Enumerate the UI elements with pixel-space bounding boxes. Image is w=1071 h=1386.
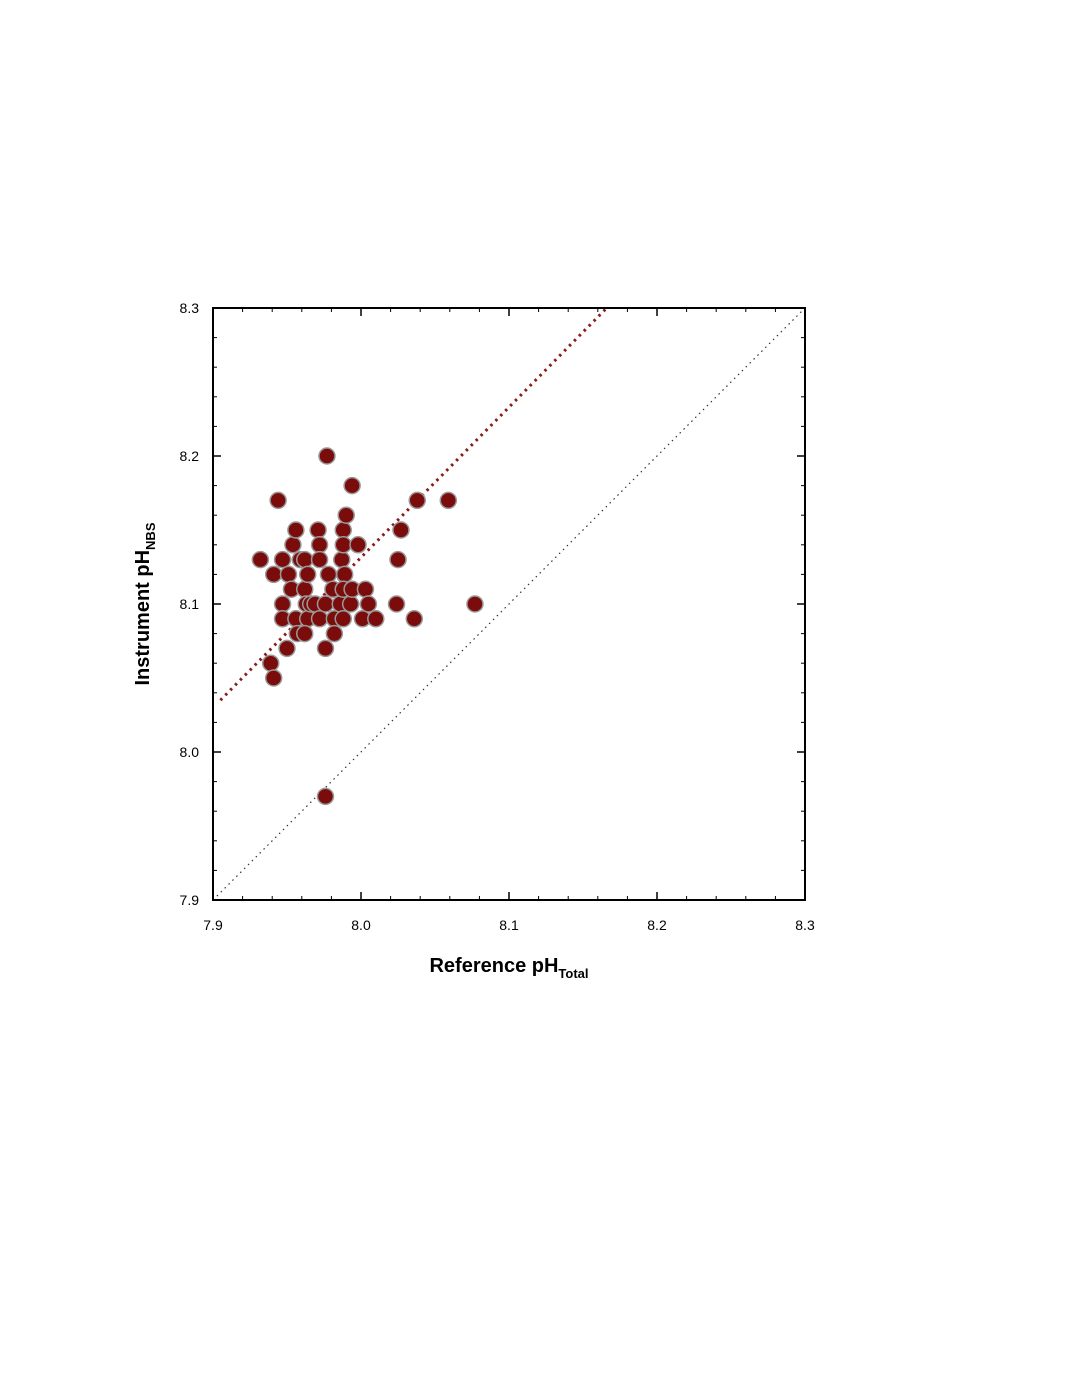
data-point — [316, 787, 335, 806]
data-point — [333, 550, 351, 569]
data-point — [296, 550, 314, 569]
data-point — [287, 521, 305, 539]
data-point — [392, 521, 410, 539]
data-point — [264, 565, 283, 584]
data-point — [334, 521, 352, 539]
data-point — [439, 491, 458, 510]
data-point — [309, 521, 327, 539]
data-point — [284, 536, 302, 554]
data-point — [273, 550, 292, 569]
y-axis-label: Instrument pHNBS — [132, 522, 158, 685]
data-point — [264, 669, 283, 687]
data-point — [310, 550, 329, 569]
x-tick-label: 8.1 — [499, 917, 519, 933]
data-point — [279, 565, 298, 584]
data-point — [367, 610, 385, 628]
x-tick-label: 8.3 — [795, 917, 815, 933]
data-point — [389, 550, 407, 569]
y-label-main: Instrument pH — [132, 550, 154, 686]
plot-frame — [212, 307, 806, 901]
y-label-sub: NBS — [143, 522, 158, 550]
y-tick-label: 8.3 — [180, 300, 200, 316]
y-tick-label: 8.1 — [180, 596, 200, 612]
data-point — [349, 536, 367, 554]
data-point — [261, 654, 280, 672]
data-point — [334, 610, 352, 628]
data-point — [405, 610, 424, 628]
data-point — [251, 550, 270, 569]
data-point — [319, 565, 338, 584]
y-tick-label: 7.9 — [180, 892, 200, 908]
data-point — [335, 565, 354, 584]
data-point — [278, 639, 296, 658]
data-point — [273, 595, 292, 613]
data-point — [316, 595, 335, 613]
data-point — [310, 610, 329, 628]
data-point — [269, 491, 287, 510]
data-point — [359, 595, 378, 613]
data-point — [387, 595, 406, 613]
data-point — [296, 580, 314, 598]
data-point — [318, 447, 336, 465]
data-point — [325, 624, 344, 643]
data-point — [356, 580, 375, 598]
data-point — [408, 491, 426, 510]
x-axis-label: Reference pHTotal — [429, 955, 588, 981]
data-point — [316, 639, 335, 658]
data-point — [337, 506, 355, 524]
y-tick-label: 8.2 — [180, 448, 200, 464]
data-point — [343, 476, 361, 495]
data-point — [296, 624, 314, 643]
x-label-sub: Total — [558, 966, 588, 981]
data-point — [466, 595, 484, 613]
data-point — [298, 565, 317, 584]
data-point — [341, 595, 360, 613]
reference-line — [212, 307, 806, 901]
x-tick-label: 8.0 — [351, 917, 371, 933]
x-label-main: Reference pH — [429, 955, 558, 977]
data-point — [334, 536, 352, 554]
x-tick-label: 8.2 — [647, 917, 667, 933]
y-tick-label: 8.0 — [180, 744, 200, 760]
x-tick-label: 7.9 — [203, 917, 223, 933]
data-point — [310, 536, 329, 554]
